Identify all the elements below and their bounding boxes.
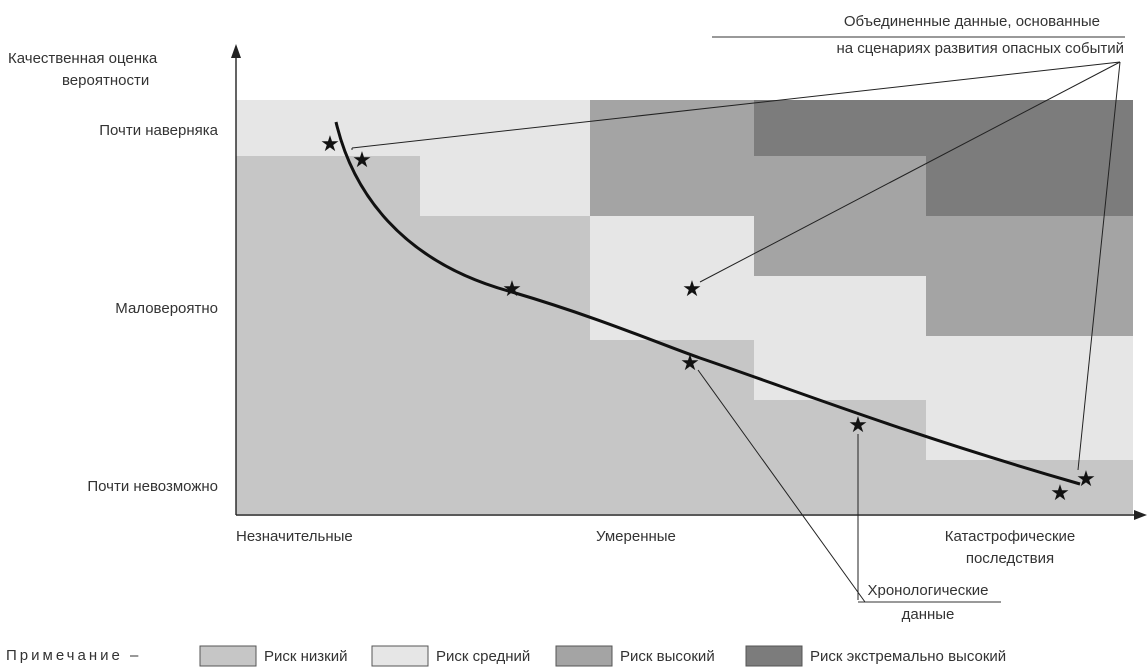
medium-risk-cell — [236, 100, 590, 156]
x-axis-arrow-icon — [1134, 510, 1147, 520]
medium-risk-cell — [420, 156, 590, 216]
star-icon: ★ — [1050, 481, 1070, 506]
y-level-unlikely: Маловероятно — [115, 300, 218, 317]
x-level-moderate: Умеренные — [596, 528, 676, 545]
legend-label-low: Риск низкий — [264, 648, 347, 665]
y-axis-arrow-icon — [231, 44, 241, 58]
high-risk-cell — [926, 216, 1133, 336]
event-markers: ★ ★ ★ ★ ★ ★ ★ ★ — [320, 132, 1096, 506]
star-icon: ★ — [848, 413, 868, 438]
risk-trend-curve — [334, 121, 1081, 486]
legend-label-extreme: Риск экстремально высокий — [810, 648, 1006, 665]
x-level-catastrophic-line1: Катастрофические — [945, 528, 1076, 545]
star-icon: ★ — [1076, 467, 1096, 492]
y-axis-title-line2: вероятности — [62, 72, 149, 89]
legend-swatch-extreme — [745, 645, 803, 667]
medium-risk-cell — [754, 276, 926, 400]
legend-label-medium: Риск средний — [436, 648, 530, 665]
star-icon: ★ — [682, 277, 702, 302]
extreme-risk-cell — [754, 100, 1133, 156]
legend: Примечание – Риск низкий Риск средний Ри… — [6, 645, 1006, 667]
leader-line — [697, 369, 866, 603]
legend-label-high: Риск высокий — [620, 648, 715, 665]
star-icon: ★ — [680, 351, 700, 376]
chrono-label-line2: данные — [902, 606, 955, 623]
legend-swatch-medium — [371, 645, 429, 667]
legend-swatch-low — [199, 645, 257, 667]
x-level-insignificant: Незначительные — [236, 528, 353, 545]
high-risk-cell — [754, 156, 926, 276]
leader-line — [699, 61, 1121, 283]
combined-data-label-line1: Объединенные данные, основанные — [844, 13, 1100, 30]
combined-data-leaders — [351, 61, 1121, 471]
medium-risk-cell — [590, 216, 754, 340]
leader-line — [1077, 61, 1121, 471]
legend-swatch-high — [555, 645, 613, 667]
y-level-almost-impossible: Почти невозможно — [87, 478, 218, 495]
star-icon: ★ — [502, 277, 522, 302]
y-axis-title-line1: Качественная оценка — [8, 50, 158, 67]
extreme-risk-cell — [926, 156, 1133, 216]
risk-matrix-cells — [236, 100, 1133, 514]
axes — [231, 44, 1147, 520]
high-risk-cell — [590, 100, 754, 216]
star-icon: ★ — [320, 132, 340, 157]
medium-risk-cell — [926, 336, 1133, 460]
chronological-data-leaders — [697, 369, 866, 603]
star-icon: ★ — [352, 148, 372, 173]
x-level-catastrophic-line2: последствия — [966, 550, 1054, 567]
y-level-almost-certain: Почти наверняка — [99, 122, 218, 139]
combined-data-label-line2: на сценариях развития опасных событий — [836, 40, 1124, 57]
leader-line — [351, 61, 1121, 149]
chrono-label-line1: Хронологические — [867, 582, 988, 599]
legend-note: Примечание – — [6, 647, 141, 664]
